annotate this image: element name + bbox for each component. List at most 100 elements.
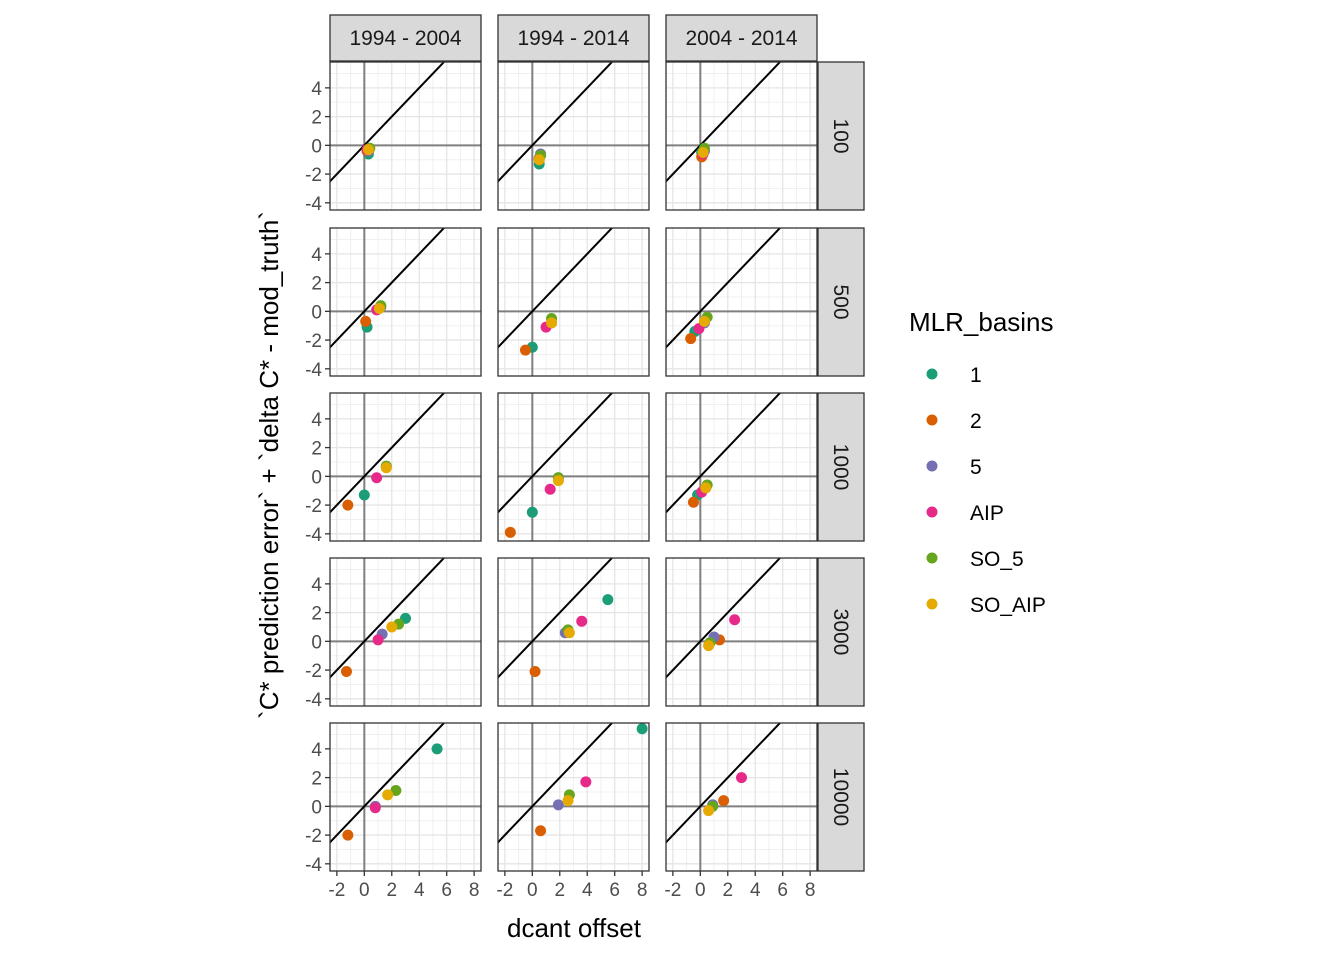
legend-title: MLR_basins — [909, 307, 1054, 337]
data-point-SO_AIP — [382, 789, 394, 801]
data-point-AIP — [372, 634, 384, 646]
data-point-AIP — [736, 772, 747, 784]
data-point-1 — [358, 489, 370, 501]
identity-line — [498, 723, 614, 844]
panel-border — [497, 722, 650, 872]
row-strip — [817, 61, 865, 211]
data-point-2 — [342, 499, 354, 511]
panel-border — [665, 557, 818, 707]
panel-border — [665, 392, 818, 542]
panel-border — [497, 61, 650, 211]
panel-1994-2014-10000 — [497, 722, 650, 872]
panel-border — [329, 392, 482, 542]
row-strip-label: 3000 — [829, 609, 852, 656]
panel-2004-2014-100 — [665, 61, 818, 211]
panel-1994-2004-3000 — [329, 557, 482, 707]
panel-content — [666, 393, 817, 541]
row-strip-label: 100 — [829, 118, 852, 153]
y-tick-label: 0 — [311, 467, 322, 488]
panel-border — [329, 557, 482, 707]
y-tick-label: -2 — [305, 661, 322, 682]
y-tick-label: 4 — [311, 410, 322, 431]
panel-1994-2004-500 — [329, 227, 482, 377]
legend-key-AIP — [926, 506, 938, 518]
identity-line — [498, 393, 614, 514]
data-point-2 — [535, 825, 547, 837]
panel-border — [329, 61, 482, 211]
x-tick-label: 6 — [777, 880, 788, 901]
panel-2004-2014-1000 — [665, 392, 818, 542]
legend-key-SO_5 — [926, 552, 938, 564]
data-point-SO_AIP — [533, 154, 545, 166]
identity-line — [330, 558, 446, 679]
x-tick-label: 6 — [609, 880, 620, 901]
row-strip — [817, 392, 865, 542]
panel-content — [498, 62, 649, 210]
y-tick-label: 4 — [311, 575, 322, 596]
x-tick-label: -2 — [496, 880, 513, 901]
data-point-AIP — [576, 615, 588, 627]
y-tick-label: 4 — [311, 245, 322, 266]
data-point-2 — [687, 496, 699, 508]
panel-border — [665, 227, 818, 377]
panel-2004-2014-10000 — [665, 722, 818, 872]
panel-1994-2014-100 — [497, 61, 650, 211]
data-point-1 — [431, 743, 443, 755]
x-tick-label: 8 — [469, 880, 480, 901]
data-point-SO_AIP — [546, 317, 558, 329]
legend-key-SO_AIP — [926, 598, 938, 610]
y-tick-label: -2 — [305, 826, 322, 847]
panel-content — [498, 393, 649, 541]
data-point-AIP — [371, 472, 383, 484]
panel-content — [498, 228, 649, 376]
panel-2004-2014-500 — [665, 227, 818, 377]
x-tick-label: 4 — [750, 880, 761, 901]
data-point-2 — [519, 344, 531, 356]
x-tick-label: 0 — [527, 880, 538, 901]
panel-border — [329, 722, 482, 872]
panel-content — [498, 558, 649, 706]
x-tick-label: 8 — [637, 880, 648, 901]
column-strip-label: 2004 - 2014 — [685, 27, 797, 50]
row-strip — [817, 227, 865, 377]
identity-line — [666, 558, 782, 679]
panel-1994-2014-3000 — [497, 557, 650, 707]
column-strip — [665, 14, 818, 62]
y-tick-label: 2 — [311, 769, 322, 790]
strips-layer: 1994 - 2004 1994 - 2014 2004 - 2014 100 500 1… — [329, 14, 865, 872]
data-point-SO_AIP — [703, 640, 715, 652]
y-tick-label: -4 — [305, 360, 322, 381]
identity-line — [330, 62, 446, 183]
panel-content — [330, 393, 481, 541]
data-point-AIP — [729, 614, 741, 626]
x-tick-label: 2 — [386, 880, 397, 901]
panel-border — [329, 227, 482, 377]
panel-content — [330, 723, 481, 871]
y-tick-label: 2 — [311, 604, 322, 625]
identity-line — [498, 228, 614, 349]
row-strip — [817, 722, 865, 872]
row-strip-label: 1000 — [829, 444, 852, 491]
legend-label-5: 5 — [970, 456, 982, 479]
legend-key-5 — [926, 460, 938, 472]
y-tick-label: 0 — [311, 632, 322, 653]
data-point-2 — [360, 315, 372, 327]
y-tick-label: 0 — [311, 797, 322, 818]
data-point-1 — [602, 594, 614, 606]
panel-border — [497, 227, 650, 377]
legend-label-2: 2 — [970, 410, 982, 433]
y-tick-label: 0 — [311, 302, 322, 323]
panel-border — [497, 557, 650, 707]
panel-content — [666, 723, 817, 871]
identity-line — [666, 62, 782, 183]
x-tick-label: 6 — [441, 880, 452, 901]
legend-label-1: 1 — [970, 364, 982, 387]
y-tick-label: 2 — [311, 108, 322, 129]
x-axis-title: dcant offset — [507, 913, 642, 943]
identity-line — [330, 228, 446, 349]
panel-1994-2014-500 — [497, 227, 650, 377]
identity-line — [330, 723, 446, 844]
data-point-AIP — [580, 776, 592, 788]
